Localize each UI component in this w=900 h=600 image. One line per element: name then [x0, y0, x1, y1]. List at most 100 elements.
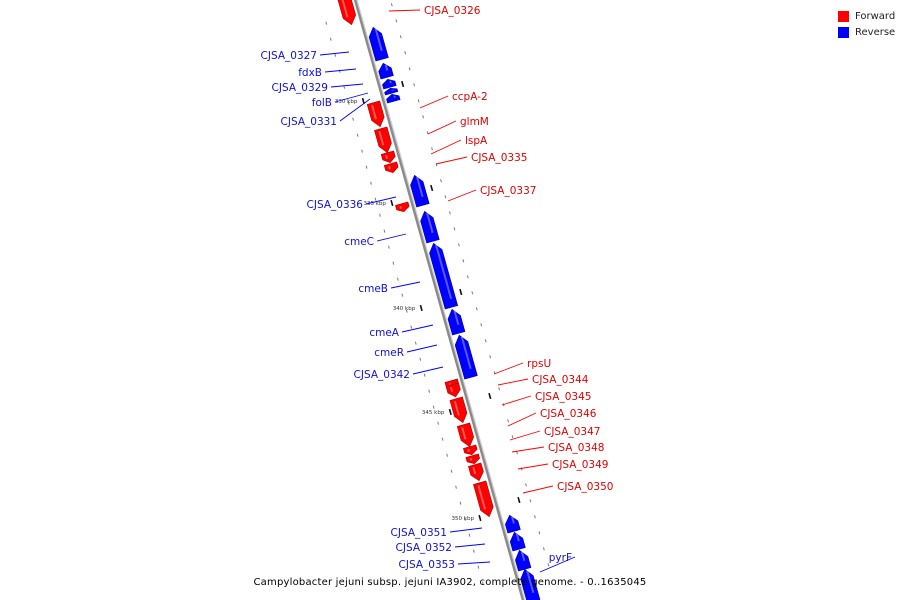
legend: Forward Reverse — [838, 8, 895, 40]
minor-tick — [329, 37, 332, 41]
forward-swatch — [838, 10, 849, 22]
gene-label[interactable]: lspA — [465, 135, 488, 147]
reverse-swatch — [838, 26, 849, 38]
gene-arrow[interactable] — [374, 126, 392, 154]
gene-arrow[interactable] — [368, 26, 389, 62]
gene-arrow[interactable] — [473, 480, 494, 518]
gene-arrow[interactable] — [447, 308, 466, 336]
minor-tick — [395, 19, 398, 23]
gene-label[interactable]: folB — [312, 97, 332, 109]
minor-tick — [419, 357, 422, 361]
gene-arrow[interactable] — [380, 150, 396, 164]
gene-label[interactable]: CJSA_0336 — [307, 199, 364, 211]
gene-arrow[interactable] — [410, 174, 430, 208]
legend-reverse: Reverse — [838, 24, 895, 40]
gene-label[interactable]: CJSA_0352 — [396, 542, 452, 554]
minor-tick — [480, 323, 483, 327]
gene-label[interactable]: glmM — [460, 116, 489, 128]
minor-tick — [426, 131, 429, 135]
minor-tick — [388, 245, 390, 249]
gene-label[interactable]: CJSA_0331 — [281, 116, 337, 128]
gene-label[interactable]: CJSA_0342 — [354, 369, 410, 381]
gene-leader — [388, 9, 421, 12]
gene-arrow[interactable] — [382, 78, 397, 90]
gene-leader — [522, 485, 554, 494]
minor-tick — [547, 563, 550, 567]
minor-tick — [408, 67, 411, 71]
gene-leader — [376, 233, 407, 242]
major-tick — [459, 288, 463, 296]
gene-arrow[interactable] — [454, 334, 478, 380]
minor-tick — [361, 149, 363, 153]
minor-tick — [462, 259, 465, 263]
gene-label[interactable]: CJSA_0348 — [548, 442, 604, 454]
gene-arrow[interactable] — [520, 568, 541, 600]
minor-tick — [423, 373, 426, 377]
gene-arrow[interactable] — [509, 531, 526, 552]
gene-label[interactable]: cmeC — [344, 236, 374, 248]
gene-highlight — [389, 80, 392, 84]
gene-arrow[interactable] — [505, 514, 521, 534]
gene-arrow[interactable] — [395, 201, 410, 213]
gene-highlight — [453, 310, 460, 326]
gene-leader — [330, 83, 364, 88]
minor-tick — [422, 115, 424, 119]
minor-tick — [538, 531, 541, 535]
gene-arrow[interactable] — [515, 549, 532, 572]
gene-label[interactable]: CJSA_0326 — [424, 5, 481, 17]
gene-label[interactable]: cmeR — [374, 347, 404, 359]
gene-label[interactable]: rpsU — [527, 358, 551, 370]
gene-arrow[interactable] — [463, 444, 478, 456]
minor-tick — [468, 533, 471, 537]
gene-arrow[interactable] — [468, 462, 484, 482]
gene-label[interactable]: CJSA_0344 — [532, 374, 589, 386]
gene-highlight — [374, 28, 383, 52]
gene-arrow[interactable] — [429, 242, 459, 310]
minor-tick — [477, 565, 480, 569]
gene-arrow[interactable] — [456, 422, 474, 448]
gene-arrow[interactable] — [383, 161, 399, 174]
gene-highlight — [341, 0, 349, 18]
gene-label[interactable]: cmeA — [369, 327, 399, 339]
gene-label[interactable]: CJSA_0327 — [261, 50, 317, 62]
gene-highlight — [526, 570, 535, 594]
gene-label[interactable]: CJSA_0347 — [544, 426, 600, 438]
gene-arrow[interactable] — [465, 453, 480, 465]
gene-label[interactable]: pyrF — [549, 552, 572, 564]
minor-tick — [441, 437, 444, 441]
gene-arrow[interactable] — [445, 382, 461, 398]
minor-tick — [529, 499, 532, 503]
gene-label[interactable]: CJSA_0345 — [535, 391, 591, 403]
gene-leader — [435, 156, 468, 165]
gene-label[interactable]: CJSA_0346 — [540, 408, 597, 420]
gene-label[interactable]: CJSA_0329 — [272, 82, 328, 94]
gene-leader — [339, 98, 371, 122]
gene-arrow[interactable] — [337, 0, 356, 26]
minor-tick — [481, 581, 484, 585]
gene-highlight — [426, 212, 434, 234]
gene-arrow[interactable] — [366, 100, 385, 128]
gene-label[interactable]: cmeB — [358, 283, 388, 295]
minor-tick — [511, 435, 514, 439]
gene-arrow[interactable] — [378, 62, 394, 80]
gene-arrow[interactable] — [384, 88, 399, 96]
scale-label: 330 kbp — [335, 99, 358, 105]
gene-label[interactable]: CJSA_0337 — [480, 185, 536, 197]
gene-label[interactable]: CJSA_0351 — [391, 527, 447, 539]
gene-arrow[interactable] — [449, 396, 468, 424]
gene-label[interactable]: fdxB — [298, 67, 322, 79]
gene-label[interactable]: CJSA_0353 — [399, 559, 455, 571]
gene-label[interactable]: CJSA_0335 — [471, 152, 527, 164]
minor-tick — [466, 275, 469, 279]
legend-forward: Forward — [838, 8, 895, 24]
minor-tick — [489, 355, 492, 359]
major-tick — [401, 80, 405, 88]
gene-arrow[interactable] — [420, 210, 440, 244]
gene-label[interactable]: CJSA_0349 — [552, 459, 608, 471]
major-tick — [430, 184, 434, 192]
gene-label[interactable]: CJSA_0350 — [557, 481, 613, 493]
minor-tick — [401, 293, 404, 297]
gene-label[interactable]: ccpA-2 — [452, 91, 488, 103]
gene-arrow[interactable] — [386, 93, 401, 104]
gene-leader — [457, 561, 491, 565]
